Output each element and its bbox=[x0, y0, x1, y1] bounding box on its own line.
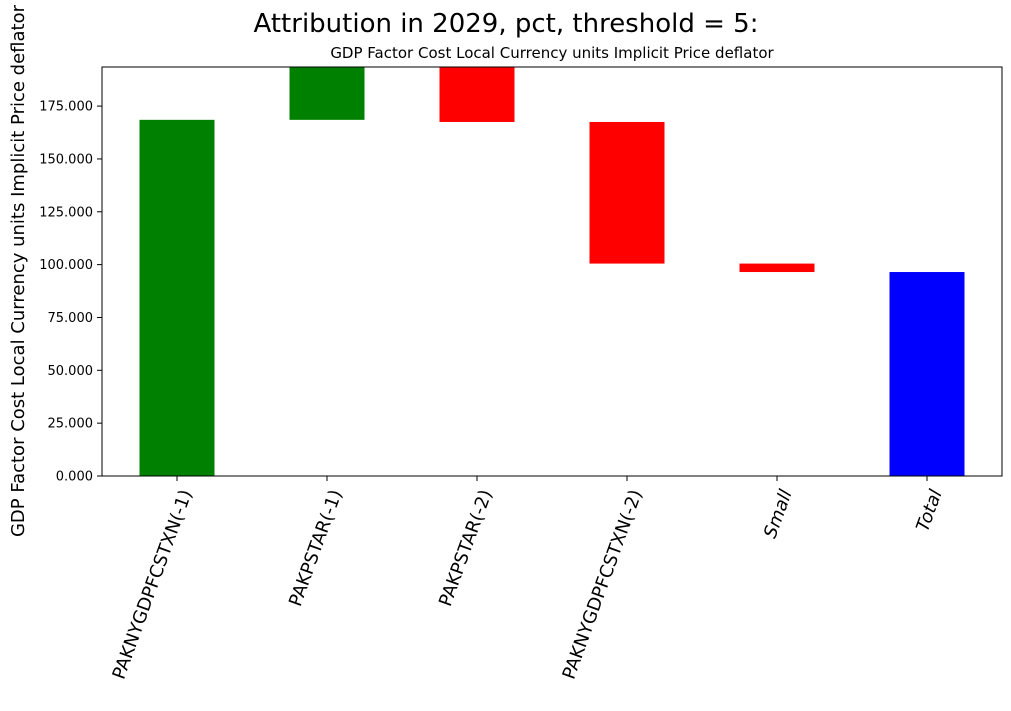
y-tick-label: 50.000 bbox=[48, 364, 94, 379]
bar-2 bbox=[439, 67, 515, 122]
y-axis-label: GDP Factor Cost Local Currency units Imp… bbox=[8, 4, 29, 537]
y-tick-label: 0.000 bbox=[56, 470, 93, 485]
bar-3 bbox=[589, 121, 665, 264]
plot-frame bbox=[101, 66, 1003, 477]
x-axis: PAKNYGDPFCSTXN(-1) PAKPSTAR(-1) PAKPSTAR(-… bbox=[109, 476, 947, 682]
x-tick-label: Small bbox=[760, 487, 797, 541]
y-tick-label: 150.000 bbox=[39, 152, 93, 167]
bar-0 bbox=[139, 119, 215, 476]
y-tick-label: 75.000 bbox=[48, 311, 94, 326]
x-tick-label: Total bbox=[912, 487, 946, 534]
chart-title: GDP Factor Cost Local Currency units Imp… bbox=[330, 44, 774, 62]
x-tick-label: PAKPSTAR(-1) bbox=[285, 487, 347, 609]
x-tick-label: PAKNYGDPFCSTXN(-2) bbox=[559, 487, 647, 682]
bars-group bbox=[139, 67, 965, 476]
bar-5 bbox=[889, 272, 965, 476]
x-tick-label: PAKPSTAR(-2) bbox=[435, 487, 497, 609]
y-tick-label: 25.000 bbox=[48, 417, 94, 432]
y-tick-label: 100.000 bbox=[39, 258, 93, 273]
y-tick-label: 175.000 bbox=[39, 100, 93, 115]
y-axis: 0.000 25.000 50.000 75.000 100.000 125.000 150… bbox=[39, 100, 102, 485]
bar-4 bbox=[739, 263, 815, 273]
x-tick-label: PAKNYGDPFCSTXN(-1) bbox=[109, 487, 197, 682]
bar-1 bbox=[289, 67, 365, 120]
y-tick-label: 125.000 bbox=[39, 205, 93, 220]
figure-suptitle: Attribution in 2029, pct, threshold = 5: bbox=[254, 9, 759, 39]
